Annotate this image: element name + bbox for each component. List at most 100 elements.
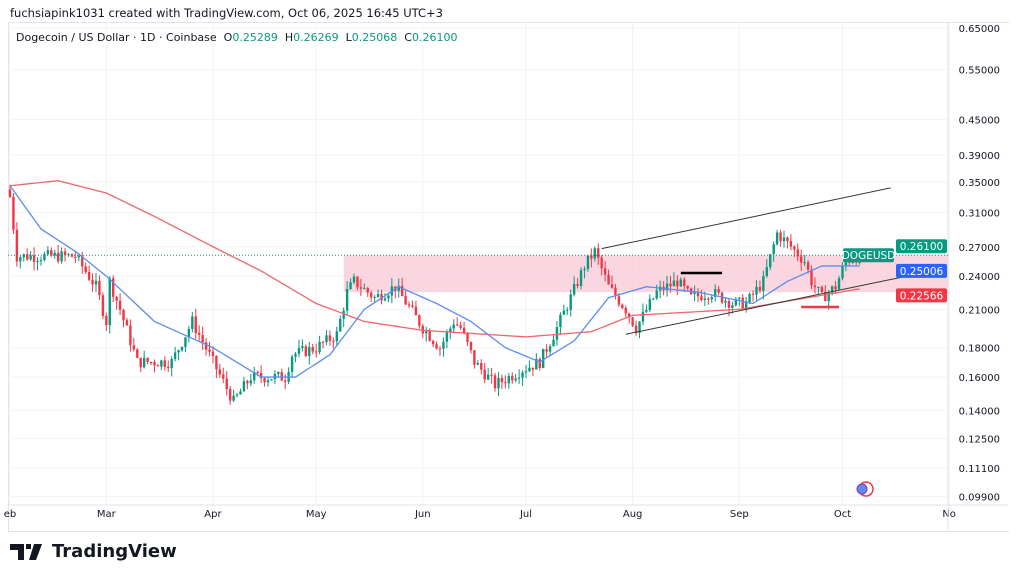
candle-body [738, 297, 741, 299]
candle-body [775, 232, 779, 245]
candle-body [383, 298, 387, 301]
candle-body [129, 325, 132, 346]
candle-body [263, 378, 266, 383]
candle-body [290, 356, 294, 372]
candle-body [758, 286, 762, 291]
channel-upper-line [601, 187, 891, 250]
candle-body [552, 339, 555, 347]
candle-body [253, 372, 256, 381]
candle-body [669, 283, 672, 287]
candle-body [500, 378, 504, 383]
candle-body [418, 315, 421, 326]
candle-body [301, 346, 304, 348]
candle-body [645, 309, 648, 312]
candle-body [132, 345, 136, 350]
candle-body [160, 360, 163, 367]
y-tick-label: 0.21000 [959, 305, 1000, 316]
candle-body [94, 280, 98, 285]
candle-body [228, 389, 232, 401]
candle-body [321, 341, 325, 343]
candle-body [782, 237, 786, 242]
y-tick-label: 0.39000 [959, 151, 1000, 162]
candle-body [191, 316, 194, 329]
candle-body [208, 349, 211, 352]
candle-body [744, 302, 748, 309]
candle-body [211, 351, 215, 356]
candle-body [817, 286, 820, 288]
high-value: 0.26269 [293, 31, 339, 44]
candle-body [170, 358, 173, 369]
candle-body [225, 378, 228, 390]
candle-body [380, 293, 383, 301]
candle-body [156, 365, 160, 367]
candle-body [476, 363, 480, 365]
candle-body [542, 348, 545, 369]
candle-body [177, 350, 180, 353]
x-tick-label: Sep [730, 509, 749, 520]
candle-body [679, 279, 682, 287]
candle-body [700, 296, 703, 301]
y-tick-label: 0.12500 [959, 435, 1000, 446]
candle-body [105, 315, 108, 326]
candle-body [624, 308, 627, 314]
y-tick-label: 0.27000 [959, 243, 1000, 254]
candle-body [32, 255, 36, 262]
candle-body [445, 332, 449, 342]
candle-body [806, 262, 810, 270]
candle-body [480, 363, 483, 370]
candle-body [400, 285, 404, 297]
candle-body [139, 357, 142, 368]
candle-body [824, 291, 827, 302]
candle-body [769, 254, 772, 268]
candle-body [431, 340, 435, 345]
candle-body [820, 286, 824, 292]
ma-fast-tag-text: 0.25006 [900, 266, 944, 278]
candle-body [583, 269, 586, 271]
candle-body [634, 325, 638, 333]
symbol-legend: Dogecoin / US Dollar · 1D · Coinbase O0.… [16, 31, 458, 44]
candle-body [22, 254, 25, 258]
candle-body [411, 305, 414, 307]
candle-body [559, 314, 562, 327]
candle-body [29, 255, 32, 260]
candle-body [497, 378, 500, 389]
candle-body [459, 325, 462, 328]
candle-body [136, 349, 139, 358]
candle-body [796, 249, 799, 257]
candle-body [339, 318, 342, 332]
candle-body [387, 295, 390, 299]
candle-body [335, 331, 338, 342]
y-tick-label: 0.16000 [959, 373, 1000, 384]
candle-body [793, 246, 796, 250]
candle-body [528, 367, 531, 372]
candle-body [270, 379, 273, 381]
x-tick-label: eb [4, 509, 17, 520]
candle-body [741, 297, 744, 309]
candle-body [397, 285, 400, 291]
candle-body [593, 248, 596, 259]
tradingview-logo[interactable]: TradingView [10, 541, 177, 562]
candle-body [297, 347, 301, 354]
candle-body [507, 376, 510, 384]
candle-body [600, 257, 603, 269]
candle-body [201, 334, 204, 343]
candle-body [490, 374, 493, 376]
price-chart[interactable]: eb Mar Apr May Jun Jul Aug Sep Oct No 0.65000 0.550… [0, 0, 1024, 540]
candle-body [511, 376, 514, 381]
candle-body [8, 189, 12, 197]
candle-body [462, 327, 466, 333]
x-tick-label: Mar [97, 509, 117, 520]
candle-body [356, 276, 359, 288]
candle-body [648, 298, 652, 310]
candle-body [304, 346, 308, 356]
candle-body [77, 255, 80, 258]
candle-body [246, 381, 249, 384]
candle-body [486, 374, 490, 380]
candle-body [517, 377, 521, 379]
candle-body [173, 352, 177, 359]
candle-body [555, 326, 559, 340]
x-tick-label: Jul [519, 509, 532, 520]
y-tick-label: 0.31000 [959, 208, 1000, 219]
symbol-name: Dogecoin / US Dollar · 1D · Coinbase [16, 31, 217, 44]
candle-body [53, 252, 56, 256]
